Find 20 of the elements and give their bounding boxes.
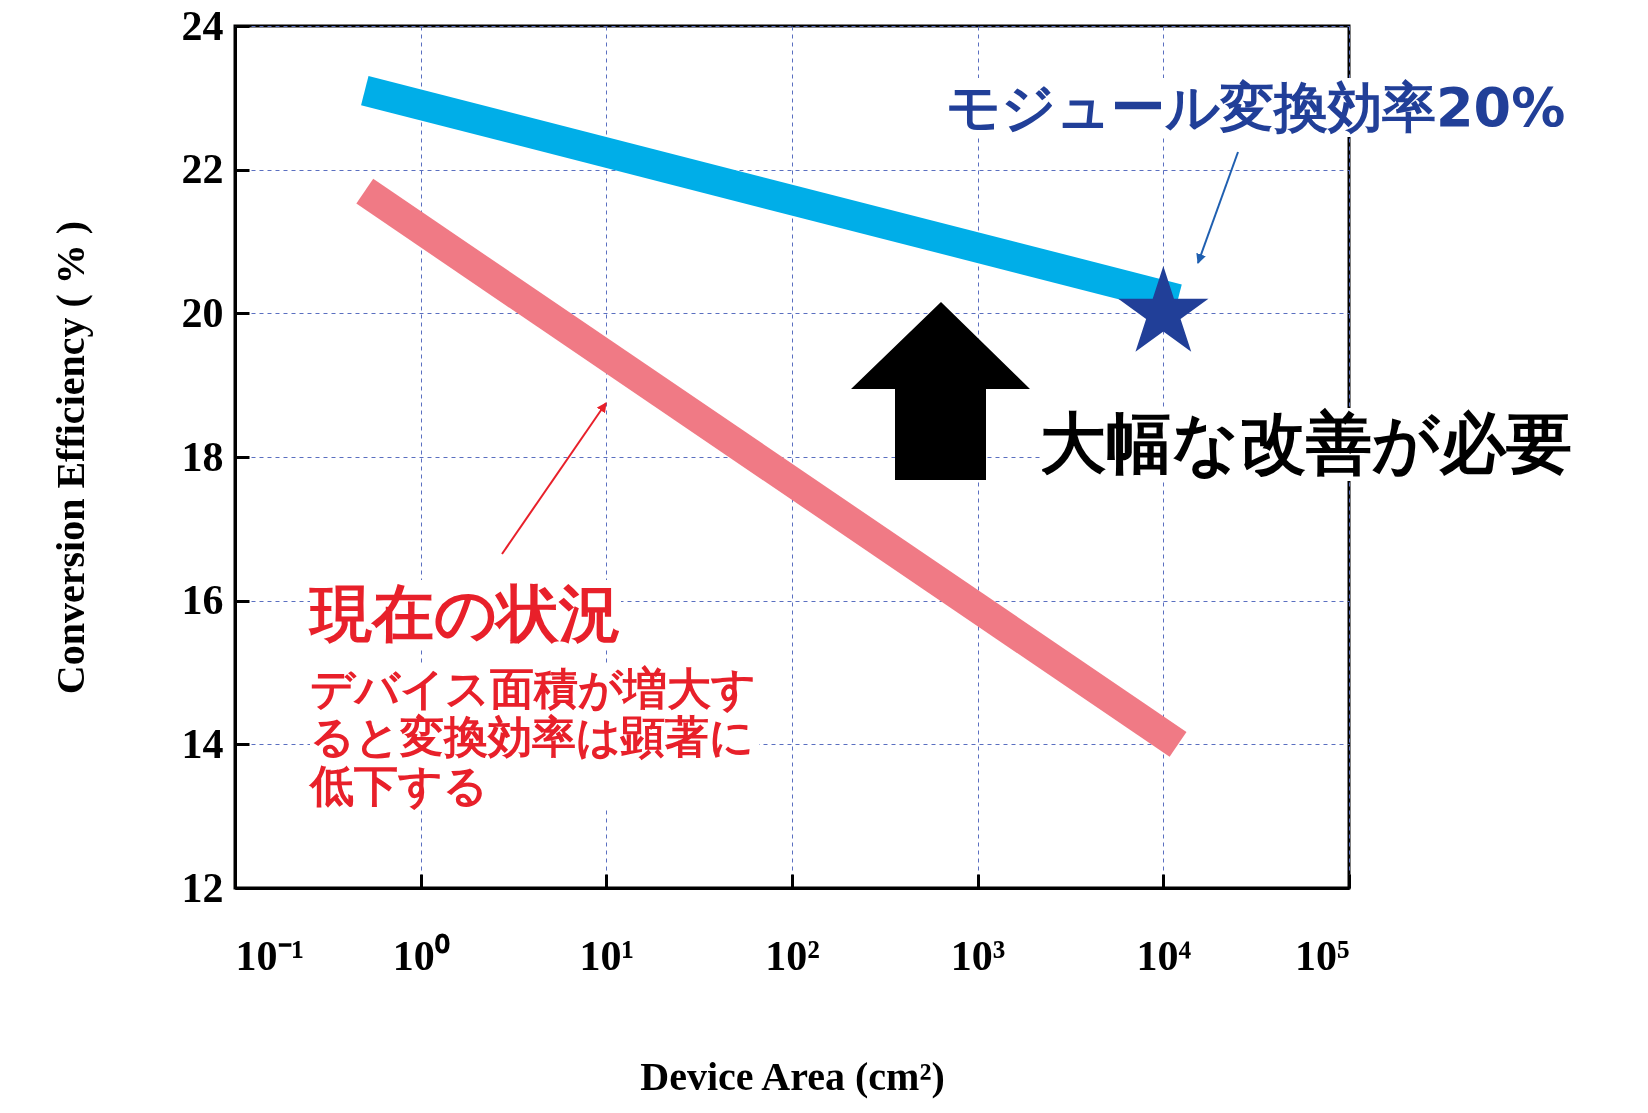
annotation: モジュール変換効率20% bbox=[946, 76, 1566, 139]
y-tick-label: 22 bbox=[181, 146, 224, 193]
x-tick-label: 10³ bbox=[950, 932, 1006, 979]
annotation: 大幅な改善が必要 bbox=[1040, 405, 1572, 482]
x-tick-label: 10⁵ bbox=[1294, 932, 1350, 979]
annotation: デバイス面積が増大すると変換効率は顕著に低下する bbox=[310, 663, 759, 811]
y-tick-label: 12 bbox=[181, 864, 224, 911]
y-tick-label: 14 bbox=[181, 720, 224, 767]
y-tick-label: 16 bbox=[181, 577, 224, 624]
y-tick-label: 24 bbox=[181, 2, 224, 49]
x-tick-label: 10⁰ bbox=[392, 932, 450, 979]
x-tick-label: 10¹ bbox=[579, 932, 635, 979]
x-tick-label: 10² bbox=[765, 932, 820, 979]
x-tick-label: 10⁴ bbox=[1136, 932, 1192, 979]
x-tick-label: 10⁻¹ bbox=[235, 932, 305, 979]
y-tick-label: 20 bbox=[181, 289, 224, 336]
y-axis-title: Conversion Efficiency ( % ) bbox=[47, 220, 93, 695]
x-axis-title: Device Area (cm²) bbox=[640, 1053, 945, 1099]
annotation: 現在の状況 bbox=[310, 577, 621, 650]
y-tick-label: 18 bbox=[181, 433, 224, 480]
